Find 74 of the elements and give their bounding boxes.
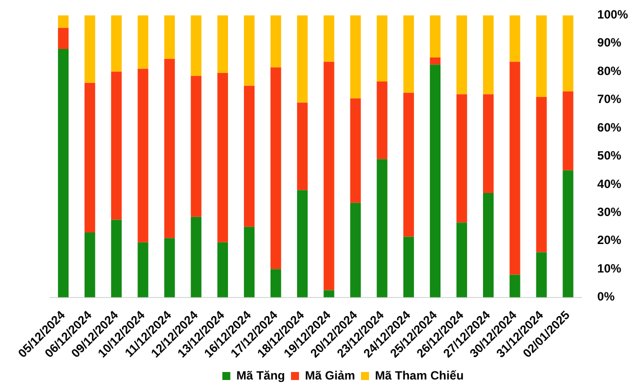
legend-label: Mã Giảm xyxy=(304,368,356,382)
y-tick-label: 80% xyxy=(597,64,622,78)
bar xyxy=(297,15,308,103)
bar xyxy=(483,192,494,298)
bar xyxy=(217,15,228,74)
y-tick-label: 20% xyxy=(597,233,622,248)
y-tick-label: 50% xyxy=(597,148,622,163)
bar xyxy=(483,15,494,94)
bar xyxy=(350,15,361,98)
bar xyxy=(190,15,202,76)
bar xyxy=(376,82,388,160)
y-tick-label: 10% xyxy=(597,261,622,276)
bar xyxy=(111,15,122,72)
legend-label: Mã Tăng xyxy=(236,368,285,382)
bar xyxy=(84,15,96,83)
y-tick-label: 70% xyxy=(597,92,622,106)
legend-label: Mã Tham Chiếu xyxy=(375,368,464,382)
bar xyxy=(164,58,175,238)
bar xyxy=(244,15,255,86)
bar xyxy=(456,94,468,223)
bar xyxy=(536,252,547,298)
bar xyxy=(536,15,547,98)
y-tick-label: 60% xyxy=(597,120,622,134)
bar xyxy=(403,15,414,93)
bar xyxy=(58,28,69,50)
y-tick-label: 90% xyxy=(597,36,622,50)
bar xyxy=(510,274,520,298)
bar xyxy=(244,226,255,298)
bar xyxy=(270,15,282,68)
y-tick-label: 0% xyxy=(597,290,615,304)
bar xyxy=(350,202,361,298)
bar xyxy=(376,159,388,298)
bar xyxy=(562,15,574,92)
bar xyxy=(483,94,494,193)
bar xyxy=(403,236,414,298)
bar xyxy=(84,232,96,298)
bar xyxy=(270,269,282,298)
bar xyxy=(456,222,468,298)
bar xyxy=(164,238,175,298)
bar xyxy=(536,97,547,252)
bar xyxy=(244,86,255,227)
bar xyxy=(297,102,308,190)
bar xyxy=(430,15,441,58)
bar xyxy=(297,190,308,298)
bar xyxy=(217,242,228,298)
bar xyxy=(324,290,334,298)
y-tick-label: 30% xyxy=(597,205,622,220)
bar xyxy=(138,68,148,242)
bar xyxy=(58,49,69,298)
bar xyxy=(350,98,361,203)
bar xyxy=(164,15,175,59)
bar xyxy=(510,62,520,275)
bar xyxy=(562,91,574,170)
bar xyxy=(111,220,122,298)
bar xyxy=(58,15,69,28)
bar xyxy=(376,15,388,82)
bar xyxy=(190,216,202,298)
bar xyxy=(190,76,202,217)
bar xyxy=(403,92,414,237)
y-tick-label: 100% xyxy=(597,8,628,22)
bar xyxy=(456,15,468,94)
bar xyxy=(324,62,334,290)
bar xyxy=(270,67,282,270)
bar xyxy=(138,15,148,69)
bar xyxy=(430,58,441,65)
bar xyxy=(562,170,574,298)
bar xyxy=(84,82,96,232)
bar xyxy=(138,242,148,298)
bar xyxy=(111,72,122,220)
bar xyxy=(324,15,334,62)
bar xyxy=(430,64,441,298)
bar xyxy=(510,15,520,62)
y-tick-label: 40% xyxy=(597,176,622,191)
bar xyxy=(217,73,228,242)
